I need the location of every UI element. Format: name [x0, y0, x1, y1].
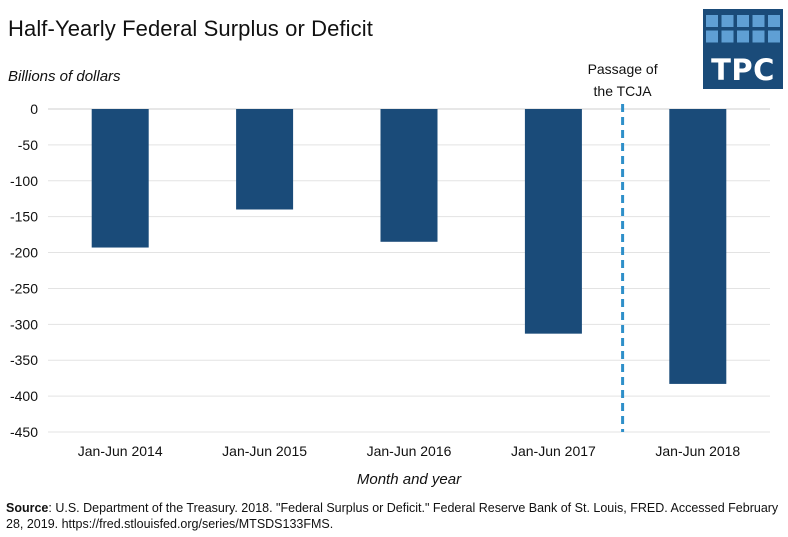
bar — [669, 109, 727, 384]
y-axis-title: Billions of dollars — [8, 68, 121, 85]
x-tick-label: Jan-Jun 2016 — [367, 443, 452, 459]
logo-square — [752, 30, 765, 43]
logo-square — [752, 15, 765, 27]
logo-square — [721, 15, 734, 27]
logo-square — [706, 15, 718, 27]
logo-square — [768, 30, 780, 43]
logo-square — [737, 30, 749, 43]
source-text: : U.S. Department of the Treasury. 2018.… — [6, 501, 779, 531]
x-tick-label: Jan-Jun 2018 — [655, 443, 740, 459]
y-tick-label: -50 — [18, 137, 38, 153]
tpc-logo: TPC — [703, 9, 783, 89]
bar-chart: 0 -50 -100 -150 -200 -250 -300 -350 -400 -450 Jan-… — [10, 61, 770, 488]
logo-text: TPC — [711, 53, 775, 87]
y-tick-label: -450 — [10, 424, 38, 440]
x-tick-label: Jan-Jun 2017 — [511, 443, 596, 459]
source-note: Source: U.S. Department of the Treasury.… — [6, 500, 782, 532]
logo-square — [721, 30, 734, 43]
logo-square — [706, 30, 718, 43]
logo-square — [737, 15, 749, 27]
bar — [91, 109, 149, 248]
tcja-annotation-label: Passage of — [588, 61, 658, 77]
y-tick-label: -100 — [10, 173, 38, 189]
source-label: Source — [6, 501, 49, 515]
bar — [236, 109, 294, 210]
logo-square — [768, 15, 780, 27]
y-tick-label: -300 — [10, 316, 38, 332]
y-tick-label: -400 — [10, 388, 38, 404]
x-tick-label: Jan-Jun 2014 — [78, 443, 163, 459]
tcja-annotation-label: the TCJA — [594, 83, 653, 99]
y-tick-label: -200 — [10, 245, 38, 261]
chart-title: Half-Yearly Federal Surplus or Deficit — [8, 16, 373, 41]
x-tick-label: Jan-Jun 2015 — [222, 443, 307, 459]
bar — [524, 109, 582, 334]
y-tick-label: -350 — [10, 352, 38, 368]
x-axis-title: Month and year — [357, 471, 462, 488]
y-tick-label: 0 — [30, 101, 38, 117]
y-tick-label: -250 — [10, 280, 38, 296]
y-tick-label: -150 — [10, 209, 38, 225]
logo-square-grid — [706, 15, 780, 43]
bar — [380, 109, 438, 242]
